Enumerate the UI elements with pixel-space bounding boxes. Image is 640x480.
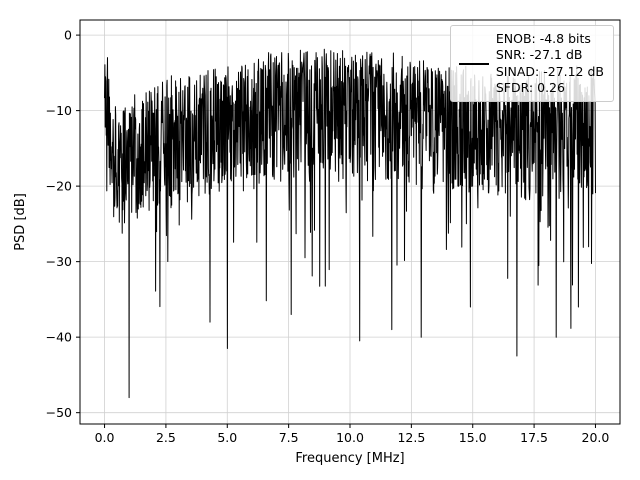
legend: ENOB: -4.8 bits SNR: -27.1 dB SINAD: -27… [449,25,614,102]
x-tick-label: 5.0 [217,430,237,445]
y-tick-label: −40 [46,330,72,345]
x-tick-label: 15.0 [459,430,487,445]
y-tick-label: 0 [64,28,72,43]
x-tick-label: 7.5 [279,430,299,445]
y-tick-label: −30 [46,254,72,269]
x-tick-label: 0.0 [95,430,115,445]
x-tick-label: 17.5 [520,430,548,445]
legend-text-block: ENOB: -4.8 bits SNR: -27.1 dB SINAD: -27… [496,31,604,96]
legend-snr: SNR: -27.1 dB [495,47,583,63]
x-axis-label: Frequency [MHz] [295,451,404,466]
y-tick-label: −50 [46,405,72,420]
x-tick-label: 2.5 [156,430,176,445]
y-tick-label: −20 [46,179,72,194]
legend-enob: ENOB: -4.8 bits [495,31,591,46]
x-tick-label: 20.0 [582,430,610,445]
axes-frame [76,19,621,428]
x-tick-label: 12.5 [397,430,425,445]
legend-line-sample [458,62,489,65]
tick-labels: 0.0 2.5 5.0 7.5 10.0 12.5 15.0 17.5 20.0 0 −10 −20 −… [46,28,610,445]
legend-sinad: SINAD: -27.12 dB [495,63,604,79]
x-tick-label: 10.0 [336,430,364,445]
psd-series [104,48,596,399]
psd-noise-spectrum [104,48,596,399]
y-axis-label: PSD [dB] [13,193,28,251]
legend-sfdr: SFDR: 0.26 [495,79,565,95]
y-tick-label: −10 [46,103,72,118]
